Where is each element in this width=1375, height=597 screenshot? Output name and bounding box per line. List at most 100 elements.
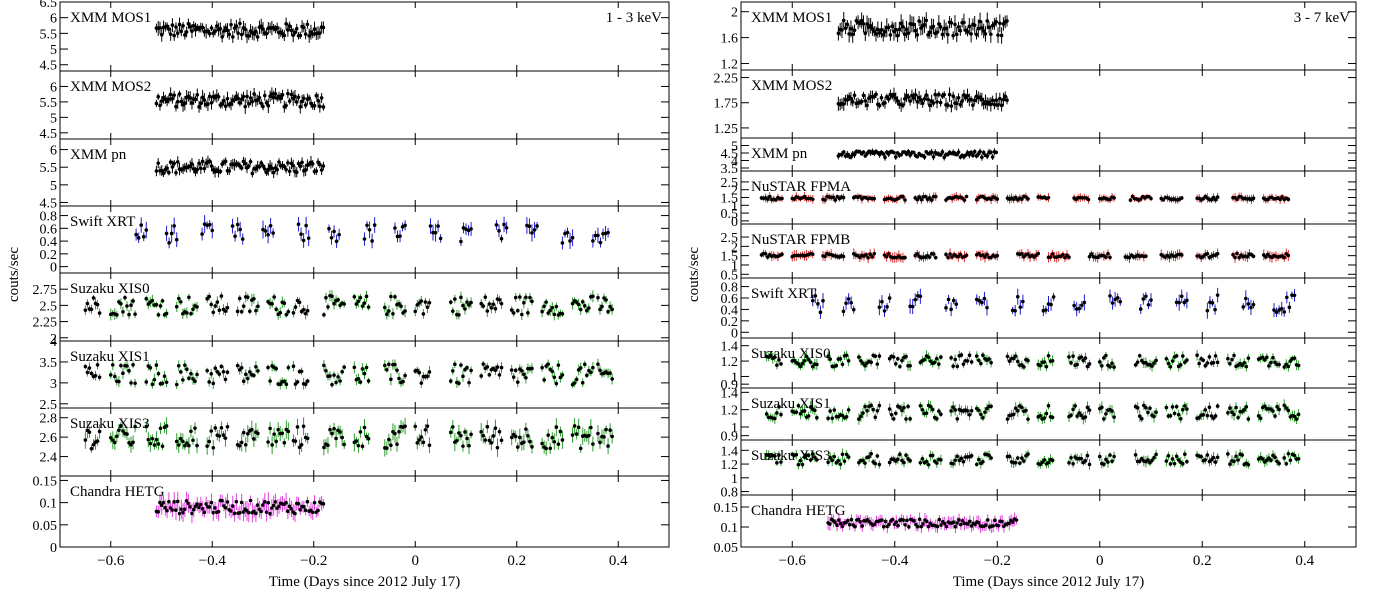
data-point [1138,307,1143,311]
data-point [972,149,977,154]
data-point [552,439,557,444]
data-point [1013,309,1017,313]
data-point [438,236,443,241]
data-point [976,26,981,31]
data-point [261,104,265,109]
data-point [572,424,577,428]
data-point [362,237,367,241]
y-tick-label: 1.4 [721,340,739,355]
data-point [826,460,830,465]
data-point [223,159,228,164]
data-point [1087,362,1092,366]
data-point [336,375,340,379]
data-point [804,354,809,359]
data-point [572,381,577,385]
panel-frame [59,475,670,548]
data-point [188,96,192,100]
data-point [425,374,430,379]
data-point [868,252,872,256]
data-point [174,237,179,242]
data-point [238,21,242,26]
data-point [826,354,830,359]
data-point [164,380,169,385]
data-point [877,31,882,35]
data-point [156,371,161,376]
data-point [1110,301,1115,305]
data-point [1135,360,1140,364]
data-point [296,95,301,100]
data-point [524,427,528,431]
data-point [985,252,989,257]
data-point [448,300,453,304]
data-point [338,430,342,434]
data-point [546,362,551,366]
data-point [457,431,461,435]
data-point [1271,409,1275,413]
data-point [295,380,300,384]
data-point [189,429,193,434]
data-point [558,375,563,380]
data-point [187,443,191,448]
data-point [389,294,393,299]
data-point [1207,405,1212,410]
x-tick-label: 0.4 [609,553,628,569]
data-point [1018,305,1023,309]
data-point [944,26,948,31]
data-point [469,432,473,437]
data-point [873,354,878,358]
data-point [1170,405,1175,409]
data-point [891,355,896,359]
data-point [181,439,185,444]
data-point [956,25,961,29]
data-point [289,28,294,33]
data-point [813,455,817,460]
data-point [1144,405,1148,410]
data-point [826,416,830,421]
data-point [877,403,882,408]
data-point [1067,355,1071,359]
data-point [221,433,226,437]
data-point [455,438,459,443]
data-point [526,434,530,438]
data-point [960,99,964,103]
data-points [764,399,1301,425]
data-point [1071,354,1075,358]
data-point [1235,197,1239,202]
data-point [1251,254,1256,259]
data-point [263,229,268,233]
y-tick-label: 1 [731,370,738,385]
panel-swift-xrt: 00.20.40.60.8 Swift XRT [721,277,1357,341]
data-point [962,93,966,97]
data-point [234,499,239,504]
data-point [780,252,784,257]
data-point [972,23,977,28]
data-point [495,445,500,450]
data-point [271,95,276,100]
data-point [489,306,494,310]
data-point [918,403,923,408]
data-point [387,309,391,313]
data-point [266,233,270,237]
data-point [431,230,435,235]
data-point [990,98,995,103]
data-point [207,222,212,227]
data-point [821,298,825,303]
data-point [1264,255,1268,259]
data-point [1172,461,1177,466]
data-point [887,407,892,411]
data-point [298,33,303,38]
data-point [517,435,522,440]
data-point [127,369,131,373]
data-point [1015,456,1020,460]
data-point [1097,454,1102,459]
data-point [1185,407,1189,411]
data-point [499,236,504,241]
panel-label: Suzaku XIS0 [751,346,831,362]
data-point [108,435,113,440]
data-point [928,103,932,108]
data-point [451,309,455,313]
data-point [1251,302,1256,307]
y-tick-label: 0.9 [721,430,739,445]
data-point [83,364,88,369]
data-point [1260,355,1265,360]
